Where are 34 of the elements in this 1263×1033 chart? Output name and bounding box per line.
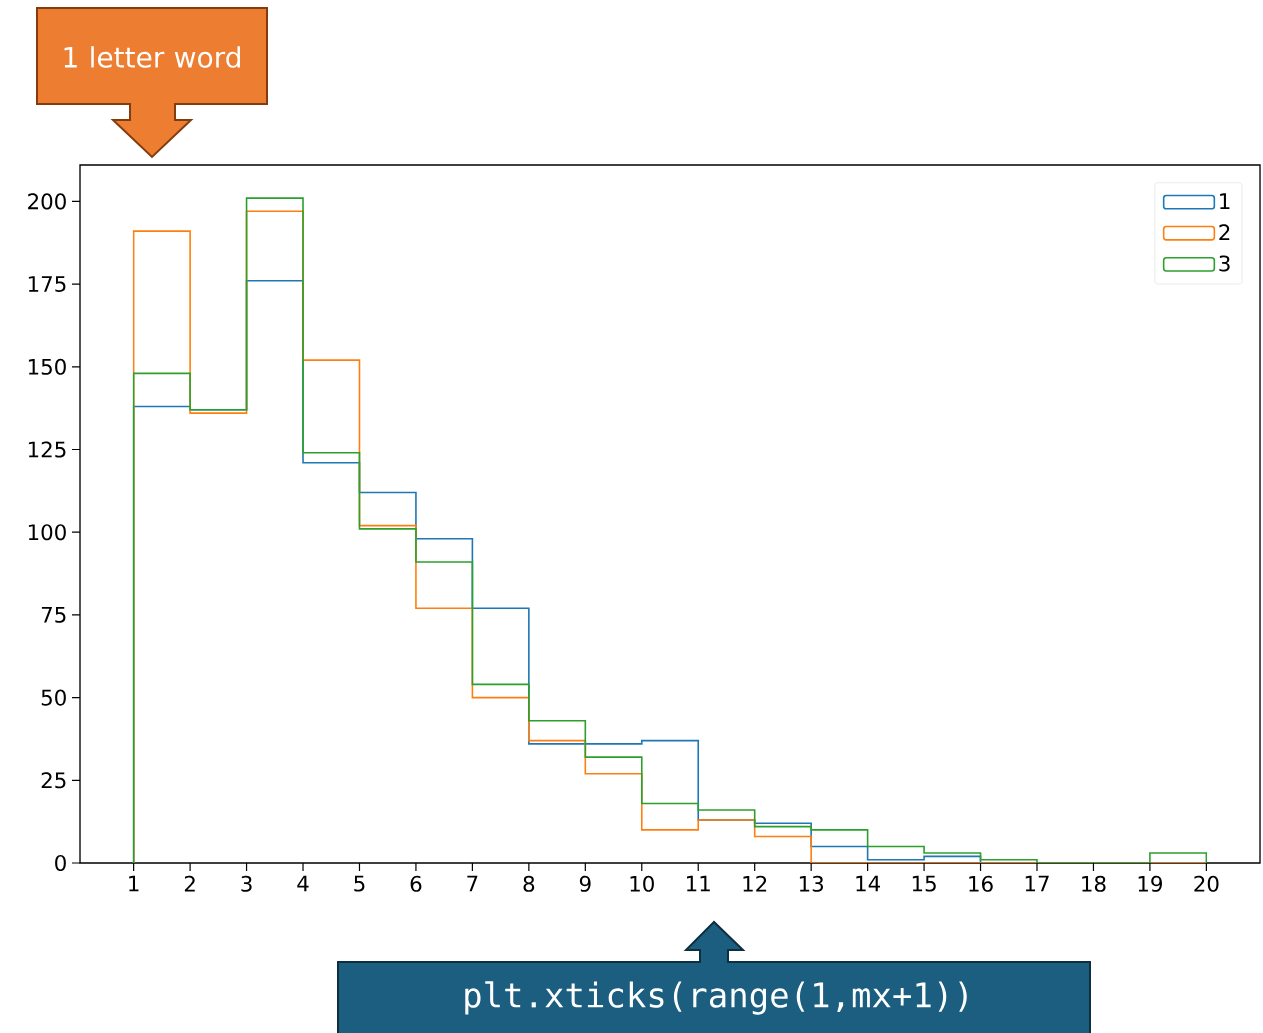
x-tick-label: 13 [799, 875, 824, 892]
y-tick-label: 50 [41, 689, 66, 706]
x-tick-label: 1 [129, 875, 139, 892]
x-tick-label: 17 [1025, 875, 1049, 892]
y-tick-label: 200 [28, 193, 66, 210]
x-tick-label: 3 [241, 875, 252, 892]
y-tick-label: 100 [28, 524, 66, 541]
x-tick-label: 4 [297, 875, 309, 892]
y-tick-label: 125 [28, 441, 66, 458]
y-tick-label: 175 [28, 276, 66, 292]
x-tick-label: 14 [856, 875, 880, 892]
x-tick-label: 15 [912, 875, 936, 892]
legend-label: 3 [1219, 255, 1230, 272]
legend-label: 1 [1220, 193, 1230, 209]
y-tick-label: 0 [55, 854, 66, 872]
legend-label: 2 [1219, 224, 1230, 241]
x-tick-label: 11 [687, 875, 710, 892]
text: 1 letter word [64, 46, 240, 68]
x-tick-label: 7 [467, 875, 478, 892]
x-tick-label: 18 [1082, 875, 1106, 892]
x-tick-label: 16 [969, 875, 993, 892]
x-tick-label: 5 [354, 875, 365, 892]
x-tick-label: 19 [1138, 875, 1162, 892]
y-tick-label: 25 [41, 772, 66, 789]
y-tick-label: 150 [28, 358, 66, 375]
x-tick-label: 20 [1194, 875, 1219, 892]
x-tick-label: 10 [630, 875, 654, 892]
x-tick-label: 9 [579, 875, 591, 892]
x-tick-label: 8 [523, 875, 535, 892]
x-tick-label: 2 [184, 875, 195, 892]
text: plt.xticks(range(1,mx+1)) [465, 981, 967, 1015]
x-tick-label: 6 [410, 875, 422, 892]
x-tick-label: 12 [743, 875, 767, 892]
y-tick-label: 75 [41, 606, 66, 623]
